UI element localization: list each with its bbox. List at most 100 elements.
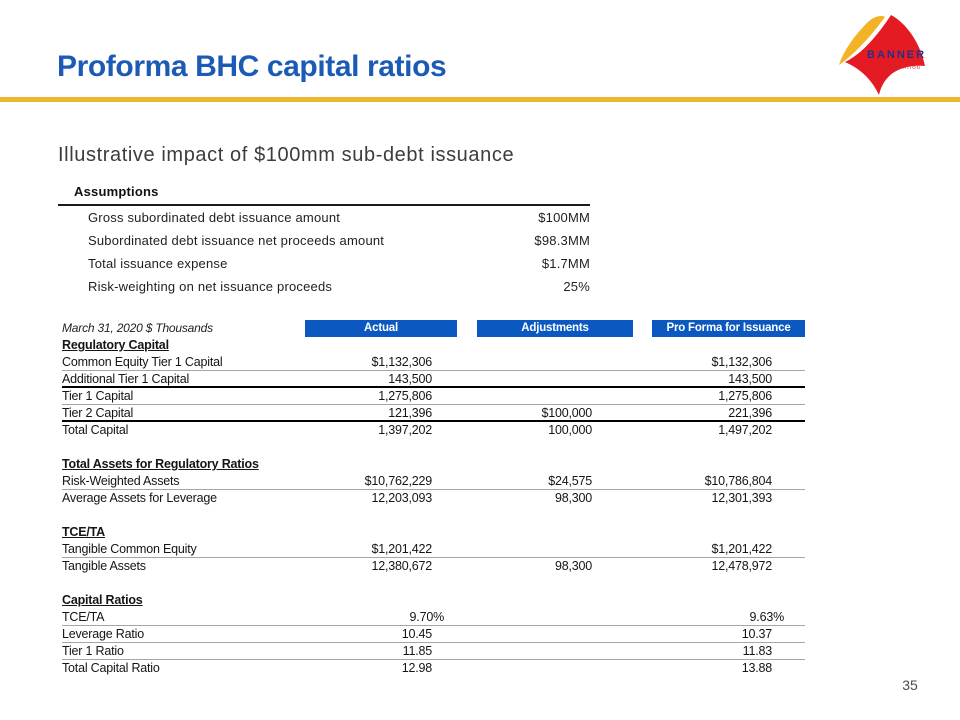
table-meta-label: March 31, 2020 $ Thousands bbox=[62, 321, 213, 335]
page-title: Proforma BHC capital ratios bbox=[57, 50, 447, 83]
assumption-row: Gross subordinated debt issuance amount … bbox=[58, 206, 590, 229]
cell-adjustments bbox=[477, 541, 652, 557]
row-label: Total Capital bbox=[62, 423, 129, 437]
row-label: TCE/TA bbox=[62, 610, 105, 624]
column-header-actual: Actual bbox=[305, 320, 457, 337]
column-header-proforma: Pro Forma for Issuance bbox=[652, 320, 805, 337]
table-row: Common Equity Tier 1 Capital $1,132,306 … bbox=[62, 354, 805, 371]
cell-proforma: 11.83 bbox=[742, 644, 773, 658]
table-row: Risk-Weighted Assets $10,762,229 $24,575… bbox=[62, 473, 805, 490]
assumption-label: Risk-weighting on net issuance proceeds bbox=[88, 279, 333, 294]
cell-actual: 143,500 bbox=[388, 372, 432, 386]
table-row: Tangible Common Equity $1,201,422 $1,201… bbox=[62, 541, 805, 558]
banner-corporation-logo: BANNER CORPORATION bbox=[825, 8, 945, 100]
row-label: Total Capital Ratio bbox=[62, 661, 160, 675]
cell-adjustments: 98,300 bbox=[554, 491, 592, 505]
cell-adjustments bbox=[477, 371, 652, 386]
section-heading-total-assets: Total Assets for Regulatory Ratios bbox=[62, 457, 259, 471]
slide-subtitle: Illustrative impact of $100mm sub-debt i… bbox=[58, 144, 515, 166]
table-header-row: March 31, 2020 $ Thousands Actual Adjust… bbox=[62, 320, 805, 337]
cell-actual: $1,201,422 bbox=[371, 542, 432, 556]
table-row: Tier 2 Capital 121,396 $100,000 221,396 bbox=[62, 405, 805, 422]
cell-adjustments bbox=[477, 388, 652, 404]
cell-actual: 12,203,093 bbox=[371, 491, 432, 505]
cell-adjustments: $24,575 bbox=[548, 474, 592, 488]
cell-actual: 9.70% bbox=[409, 610, 445, 624]
section-heading-tce-ta: TCE/TA bbox=[62, 525, 106, 539]
table-row: Leverage Ratio 10.45 10.37 bbox=[62, 626, 805, 643]
sail-logo-icon: BANNER CORPORATION bbox=[839, 15, 926, 95]
logo-wordmark: BANNER bbox=[867, 49, 926, 61]
row-label: Tier 1 Ratio bbox=[62, 644, 124, 658]
cell-adjustments bbox=[477, 354, 652, 370]
cell-adjustments bbox=[477, 609, 652, 625]
row-label: Average Assets for Leverage bbox=[62, 491, 217, 505]
page-number: 35 bbox=[902, 677, 918, 693]
table-row: Tangible Assets 12,380,672 98,300 12,478… bbox=[62, 558, 805, 575]
cell-adjustments: $100,000 bbox=[541, 406, 592, 420]
assumption-value: 25% bbox=[563, 279, 590, 294]
assumption-label: Subordinated debt issuance net proceeds … bbox=[88, 233, 385, 248]
cell-adjustments bbox=[477, 660, 652, 677]
row-label: Leverage Ratio bbox=[62, 627, 144, 641]
cell-proforma: 9.63% bbox=[749, 610, 785, 624]
cell-actual: 12.98 bbox=[401, 661, 432, 675]
cell-adjustments bbox=[477, 626, 652, 642]
cell-actual: 1,397,202 bbox=[378, 423, 432, 437]
assumption-label: Total issuance expense bbox=[88, 256, 228, 271]
table-row: Total Capital 1,397,202 100,000 1,497,20… bbox=[62, 422, 805, 439]
cell-actual: $10,762,229 bbox=[364, 474, 433, 488]
assumption-label: Gross subordinated debt issuance amount bbox=[88, 210, 341, 225]
cell-actual: 10.45 bbox=[401, 627, 432, 641]
table-row: Total Capital Ratio 12.98 13.88 bbox=[62, 660, 805, 677]
logo-subtext: CORPORATION bbox=[878, 65, 921, 70]
assumption-row: Subordinated debt issuance net proceeds … bbox=[58, 229, 590, 252]
row-label: Tier 1 Capital bbox=[62, 389, 134, 403]
table-row: Additional Tier 1 Capital 143,500 143,50… bbox=[62, 371, 805, 388]
cell-proforma: 221,396 bbox=[728, 406, 772, 420]
row-label: Additional Tier 1 Capital bbox=[62, 372, 190, 386]
cell-proforma: 12,478,972 bbox=[711, 559, 772, 573]
capital-ratios-table: March 31, 2020 $ Thousands Actual Adjust… bbox=[62, 320, 805, 677]
table-row: Average Assets for Leverage 12,203,093 9… bbox=[62, 490, 805, 507]
cell-proforma: $1,201,422 bbox=[711, 542, 772, 556]
assumption-value: $98.3MM bbox=[534, 233, 590, 248]
cell-proforma: 1,497,202 bbox=[718, 423, 772, 437]
assumption-value: $100MM bbox=[538, 210, 590, 225]
section-heading-capital-ratios: Capital Ratios bbox=[62, 593, 143, 607]
assumptions-heading: Assumptions bbox=[58, 184, 590, 206]
cell-actual: $1,132,306 bbox=[371, 355, 432, 369]
table-row: Tier 1 Ratio 11.85 11.83 bbox=[62, 643, 805, 660]
cell-proforma: 143,500 bbox=[728, 372, 772, 386]
column-gap bbox=[457, 320, 477, 337]
cell-proforma: $1,132,306 bbox=[711, 355, 772, 369]
assumption-row: Risk-weighting on net issuance proceeds … bbox=[58, 275, 590, 298]
row-label: Tier 2 Capital bbox=[62, 406, 134, 420]
cell-adjustments: 98,300 bbox=[554, 559, 592, 573]
cell-actual: 12,380,672 bbox=[371, 559, 432, 573]
cell-proforma: $10,786,804 bbox=[704, 474, 773, 488]
row-label: Common Equity Tier 1 Capital bbox=[62, 355, 223, 369]
column-gap bbox=[633, 320, 652, 337]
cell-proforma: 10.37 bbox=[741, 627, 772, 641]
row-label: Risk-Weighted Assets bbox=[62, 474, 180, 488]
cell-actual: 1,275,806 bbox=[378, 389, 432, 403]
cell-adjustments: 100,000 bbox=[548, 423, 592, 437]
assumptions-table: Assumptions Gross subordinated debt issu… bbox=[58, 184, 590, 298]
cell-adjustments bbox=[477, 643, 652, 659]
cell-proforma: 13.88 bbox=[741, 661, 772, 675]
assumption-value: $1.7MM bbox=[541, 256, 590, 271]
cell-actual: 11.85 bbox=[402, 644, 433, 658]
assumption-row: Total issuance expense $1.7MM bbox=[58, 252, 590, 275]
cell-proforma: 1,275,806 bbox=[718, 389, 772, 403]
row-label: Tangible Assets bbox=[62, 559, 146, 573]
column-header-adjustments: Adjustments bbox=[477, 320, 633, 337]
section-heading-regulatory-capital: Regulatory Capital bbox=[62, 338, 169, 352]
row-label: Tangible Common Equity bbox=[62, 542, 197, 556]
title-divider-rule bbox=[0, 97, 960, 102]
table-row: Tier 1 Capital 1,275,806 1,275,806 bbox=[62, 388, 805, 405]
table-row: TCE/TA 9.70% 9.63% bbox=[62, 609, 805, 626]
cell-actual: 121,396 bbox=[388, 406, 432, 420]
cell-proforma: 12,301,393 bbox=[711, 491, 772, 505]
